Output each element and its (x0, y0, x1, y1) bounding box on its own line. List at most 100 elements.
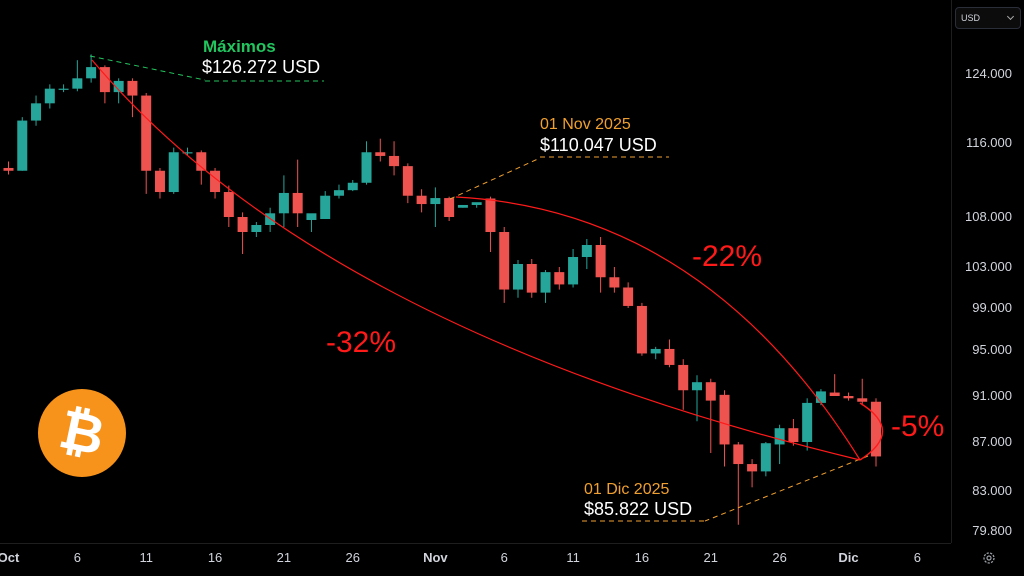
y-tick-label: 83.000 (972, 483, 1012, 498)
bitcoin-logo-circle (38, 389, 126, 477)
candle-body (210, 170, 221, 193)
candle-body (457, 204, 468, 208)
candle-body (609, 277, 620, 288)
high-dashed-line (89, 55, 206, 81)
candle-body (568, 257, 579, 285)
y-tick-label: 103.000 (965, 259, 1012, 274)
candle-body (99, 67, 110, 93)
candle-body (788, 428, 799, 442)
candle (265, 207, 276, 232)
candle (705, 378, 716, 454)
candle-body (44, 88, 55, 104)
candle (802, 398, 813, 451)
price-axis-divider (951, 0, 952, 543)
candle (595, 237, 606, 293)
candle (402, 163, 413, 204)
candle (182, 147, 193, 156)
candle (747, 459, 758, 488)
candle (485, 196, 496, 252)
candle-body (512, 264, 523, 290)
dec-label: 01 Dic 2025 (584, 481, 670, 498)
x-tick-label: 26 (346, 550, 360, 565)
high-price: $126.272 USD (202, 57, 321, 77)
dec-dashed-line (704, 455, 869, 522)
trend-arc-dec (859, 402, 884, 461)
drop-total-label: -32% (326, 326, 397, 359)
candle-body (375, 152, 386, 156)
candle (829, 374, 840, 396)
candle (692, 375, 702, 422)
candle-body (719, 394, 730, 445)
candle (554, 267, 565, 290)
trend-curve-nov (455, 196, 861, 461)
candle-body (871, 401, 882, 457)
x-tick-label: 21 (277, 550, 291, 565)
candle-body (636, 305, 647, 354)
candle (871, 398, 882, 467)
candle-body (581, 245, 592, 257)
candle-body (623, 287, 634, 306)
candle-body (113, 80, 124, 93)
candle-body (802, 402, 813, 442)
candle-body (17, 120, 28, 171)
x-tick-label: Oct (0, 550, 20, 565)
candle (154, 167, 165, 199)
candle (512, 260, 523, 298)
candle (278, 175, 289, 227)
candle-body (705, 382, 716, 401)
candle-body (471, 202, 482, 205)
candle-body (31, 103, 42, 121)
candle (526, 259, 537, 298)
x-tick-label: 11 (139, 550, 153, 565)
x-tick-label: 16 (635, 550, 649, 565)
candle-body (595, 245, 606, 278)
candle (650, 346, 661, 360)
candle (664, 339, 675, 368)
currency-select-value: USD (961, 13, 981, 23)
nov-dashed-line (449, 157, 541, 200)
candle-body (168, 152, 179, 193)
candle-body (182, 152, 193, 154)
candle-body (402, 166, 413, 196)
candle-body (361, 152, 372, 183)
candle (210, 167, 221, 199)
x-tick-label: Dic (838, 550, 858, 565)
candle-body (320, 195, 331, 219)
candle (471, 202, 482, 208)
candle-body (540, 272, 551, 293)
candle-body (774, 428, 785, 445)
candle (168, 147, 179, 194)
candle-body (58, 88, 69, 90)
candle-body (829, 392, 840, 396)
candle-body (292, 192, 303, 214)
candle (719, 390, 730, 467)
candle (774, 424, 785, 465)
y-tick-label: 79.800 (972, 523, 1012, 538)
candle (609, 267, 620, 293)
chevron-down-icon (1006, 12, 1015, 21)
candle (17, 117, 28, 171)
candle (678, 359, 689, 410)
y-tick-label: 91.000 (972, 388, 1012, 403)
candle (141, 92, 152, 194)
candle-body (499, 232, 510, 290)
y-tick-label: 95.000 (972, 342, 1012, 357)
candle-body (86, 67, 97, 79)
candle (760, 442, 771, 477)
y-tick-label: 108.000 (965, 209, 1012, 224)
candle-body (141, 95, 152, 171)
drop-nov-label: -22% (692, 240, 763, 273)
candle-body (843, 396, 854, 399)
candle (499, 227, 510, 303)
candle-body (526, 264, 537, 293)
candle (86, 54, 97, 83)
candle-body (196, 152, 207, 171)
candle (843, 392, 854, 401)
candle-body (733, 444, 744, 465)
candle (31, 95, 42, 126)
time-axis-divider (0, 543, 951, 544)
candle (347, 180, 358, 192)
trend-curve-total (91, 59, 861, 461)
currency-select[interactable]: USD (955, 7, 1021, 29)
settings-icon[interactable] (982, 551, 996, 565)
